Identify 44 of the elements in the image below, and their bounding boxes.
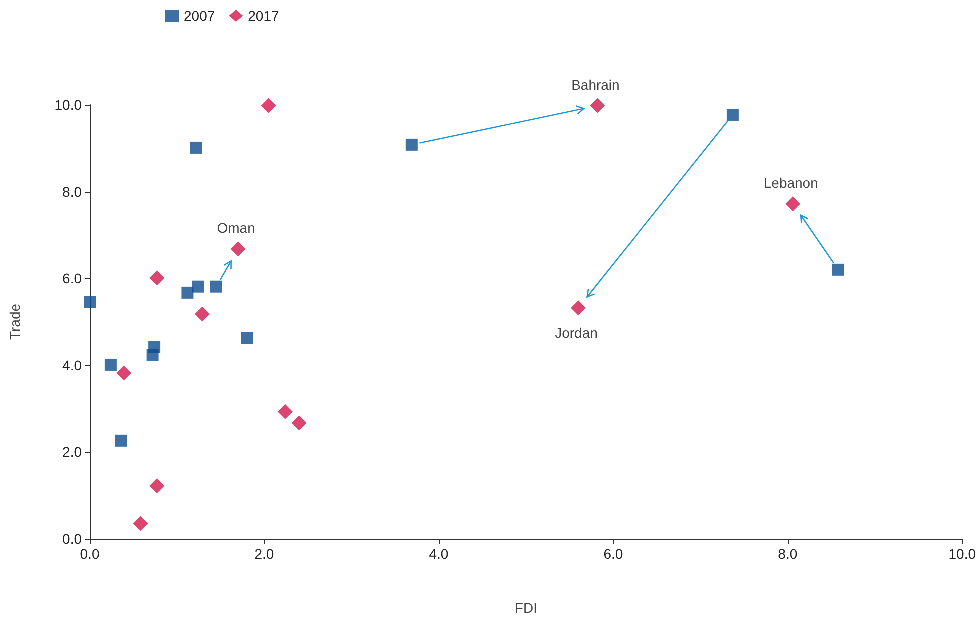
- y-axis-title: Trade: [7, 304, 23, 340]
- y-tick-label: 8.0: [62, 184, 82, 200]
- point: [182, 286, 194, 299]
- point: [210, 280, 222, 293]
- y-tick-label: 2.0: [62, 444, 82, 460]
- x-tick-label: 0.0: [80, 546, 100, 562]
- point: [241, 332, 254, 344]
- point: [148, 341, 161, 354]
- point: [292, 416, 307, 431]
- legend-label: 2017: [248, 8, 280, 24]
- x-tick-label: 10.0: [948, 546, 976, 562]
- point: [116, 366, 132, 381]
- point: [406, 138, 418, 151]
- point: [150, 270, 165, 286]
- y-tick-label: 10.0: [54, 97, 82, 113]
- legend-label: 2007: [184, 8, 216, 24]
- point: [150, 478, 165, 494]
- point: [590, 98, 606, 114]
- annotation: Jordan: [555, 325, 598, 342]
- x-tick-label: 2.0: [254, 546, 274, 562]
- x-tick-label: 6.0: [604, 546, 624, 562]
- y-tick-label: 4.0: [62, 357, 82, 374]
- point: [104, 358, 117, 371]
- point: [261, 98, 276, 114]
- y-tick-label: 0.0: [62, 531, 82, 547]
- point: [278, 404, 293, 420]
- point: [571, 300, 586, 316]
- y-tick-label: 6.0: [62, 270, 82, 287]
- point: [115, 434, 128, 447]
- x-tick-label: 8.0: [778, 546, 798, 562]
- point: [133, 516, 148, 532]
- point: [192, 280, 204, 293]
- x-axis-title: FDI: [514, 600, 538, 616]
- point: [195, 306, 210, 322]
- annotation: Bahrain: [572, 76, 620, 93]
- point: [786, 196, 801, 212]
- annotation: Lebanon: [764, 174, 818, 191]
- point: [726, 108, 739, 121]
- point: [190, 142, 202, 154]
- point: [84, 296, 96, 308]
- x-tick-label: 4.0: [429, 546, 449, 562]
- point: [832, 264, 844, 276]
- point: [230, 242, 246, 257]
- annotation: Oman: [217, 220, 256, 236]
